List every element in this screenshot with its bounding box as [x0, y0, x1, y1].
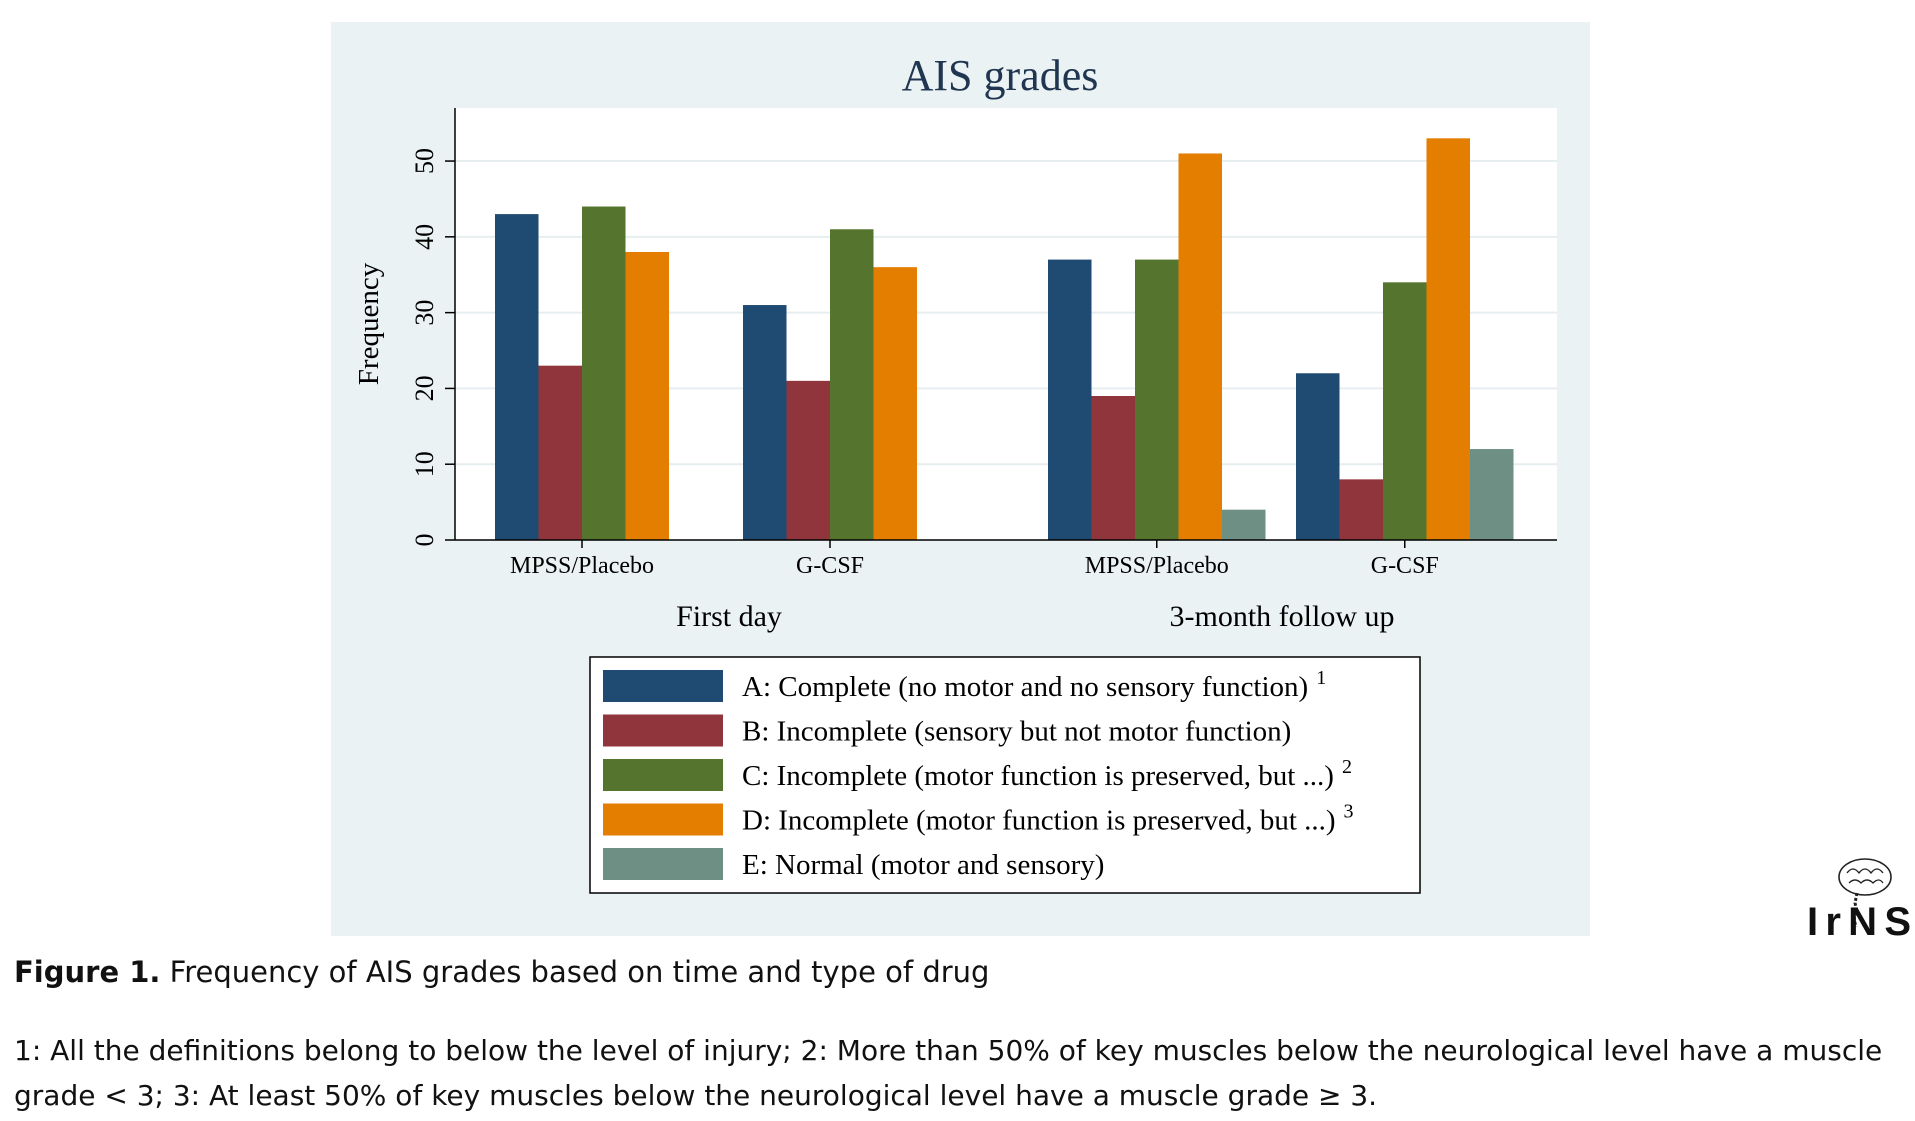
bar — [786, 380, 830, 540]
legend: A: Complete (no motor and no sensory fun… — [603, 667, 1354, 881]
bar — [873, 267, 917, 540]
bar — [743, 305, 787, 540]
y-tick-label: 10 — [410, 451, 439, 477]
chart-title: AIS grades — [902, 51, 1099, 100]
y-tick-label: 0 — [410, 534, 439, 547]
y-tick-label: 20 — [410, 375, 439, 401]
caption-label: Figure 1. — [14, 955, 161, 989]
bar — [582, 206, 626, 541]
x-category-label: G-CSF — [1371, 553, 1439, 579]
legend-label: B: Incomplete (sensory but not motor fun… — [742, 716, 1291, 748]
bar — [1470, 449, 1514, 540]
caption-text: Frequency of AIS grades based on time an… — [160, 955, 990, 989]
x-group-labels: First day 3-month follow up — [676, 600, 1394, 633]
figure-caption: Figure 1. Frequency of AIS grades based … — [14, 955, 989, 989]
x-category-label: G-CSF — [796, 553, 864, 579]
bar — [1135, 259, 1179, 540]
bar — [1091, 396, 1135, 540]
brain-icon — [1838, 858, 1892, 896]
legend-swatch — [603, 759, 723, 791]
bar — [1383, 282, 1427, 540]
legend-swatch — [603, 803, 723, 836]
x-group-label: 3-month follow up — [1170, 600, 1395, 633]
legend-footnote-marker: 3 — [1344, 801, 1354, 823]
legend-footnote-marker: 2 — [1342, 756, 1352, 778]
brain-folds-icon — [1846, 868, 1884, 884]
bars — [495, 138, 1514, 541]
legend-label: C: Incomplete (motor function is preserv… — [742, 756, 1352, 792]
figure-footnote: 1: All the definitions belong to below t… — [14, 1034, 1883, 1112]
legend-swatch — [603, 670, 723, 702]
bar — [495, 214, 539, 540]
legend-label: E: Normal (motor and sensory) — [742, 849, 1104, 881]
y-tick-label: 30 — [410, 300, 439, 326]
legend-footnote-marker: 1 — [1316, 667, 1326, 689]
y-ticks: 0 10 20 30 40 50 — [410, 148, 455, 547]
x-category-label: MPSS/Placebo — [1085, 553, 1229, 579]
bar — [1222, 509, 1266, 540]
bar — [538, 365, 582, 540]
y-axis-label: Frequency — [353, 262, 385, 385]
bar — [625, 252, 669, 540]
legend-swatch — [603, 848, 723, 880]
bar — [1426, 138, 1470, 540]
bar — [1048, 259, 1092, 540]
y-tick-label: 40 — [410, 224, 439, 250]
bar — [1178, 153, 1222, 540]
spine-icon — [1852, 892, 1859, 928]
legend-label: A: Complete (no motor and no sensory fun… — [742, 667, 1326, 703]
y-tick-label: 50 — [410, 148, 439, 174]
legend-swatch — [603, 714, 723, 747]
legend-label: D: Incomplete (motor function is preserv… — [742, 801, 1354, 837]
bar — [1296, 373, 1340, 540]
chart-figure: 0 10 20 30 40 50 MPSS/Placebo G-CSF MPSS/Placeb… — [331, 22, 1590, 936]
bar — [1339, 479, 1383, 540]
logo-text: IrNS — [1807, 900, 1911, 940]
x-category-labels: MPSS/Placebo G-CSF MPSS/Placebo G-CSF — [510, 540, 1439, 579]
bar — [830, 229, 874, 540]
x-group-label: First day — [676, 600, 782, 633]
legend-box — [589, 656, 1421, 894]
x-category-label: MPSS/Placebo — [510, 553, 654, 579]
irns-logo: IrNS — [1807, 858, 1911, 940]
